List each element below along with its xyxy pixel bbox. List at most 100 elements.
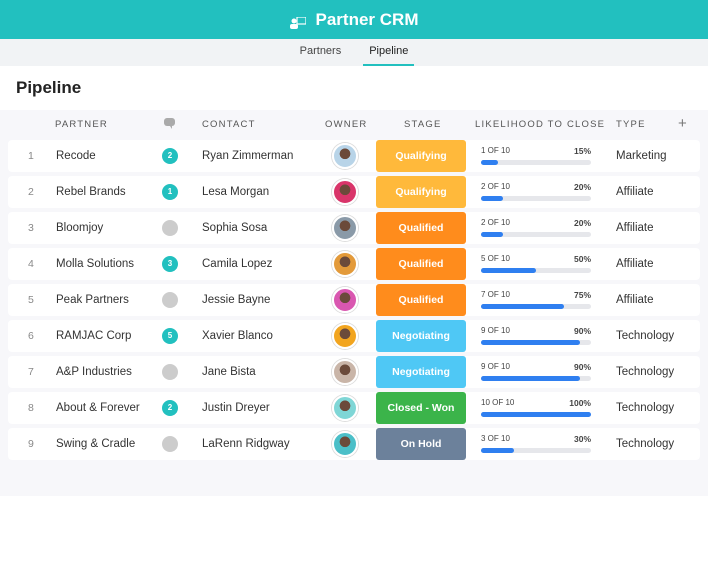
partner-type[interactable]: Technology (616, 438, 675, 450)
stage-badge[interactable]: Closed - Won (376, 392, 466, 424)
comment-count-icon[interactable] (162, 364, 178, 380)
comment-count-icon[interactable] (162, 436, 178, 452)
likelihood: 9 OF 10 90% (481, 362, 591, 381)
table-row[interactable]: 7 A&P Industries Jane Bista Negotiating … (8, 356, 700, 388)
partner-crm-icon (289, 14, 307, 29)
likelihood-score: 2 OF 10 (481, 218, 510, 227)
owner-avatar[interactable] (332, 287, 358, 313)
col-contact[interactable]: CONTACT (202, 119, 256, 130)
partner-name[interactable]: Bloomjoy (56, 222, 104, 234)
likelihood-percent: 75% (573, 290, 591, 300)
partner-type[interactable]: Affiliate (616, 222, 654, 234)
owner-avatar[interactable] (332, 395, 358, 421)
likelihood-bar-fill (481, 196, 503, 201)
comment-count-icon[interactable]: 5 (162, 328, 178, 344)
likelihood-bar-fill (481, 340, 580, 345)
contact-name[interactable]: LaRenn Ridgway (202, 438, 290, 450)
owner-avatar[interactable] (332, 359, 358, 385)
table-row[interactable]: 3 Bloomjoy Sophia Sosa Qualified 2 OF 10… (8, 212, 700, 244)
comment-count-icon[interactable]: 1 (162, 184, 178, 200)
pipeline-table: PARTNER CONTACT OWNER STAGE LIKELIHOOD T… (0, 110, 708, 496)
contact-name[interactable]: Lesa Morgan (202, 186, 270, 198)
likelihood-bar (481, 196, 591, 201)
comment-count-icon[interactable]: 3 (162, 256, 178, 272)
likelihood-bar (481, 232, 591, 237)
owner-avatar[interactable] (332, 215, 358, 241)
table-row[interactable]: 8 About & Forever 2 Justin Dreyer Closed… (8, 392, 700, 424)
owner-avatar[interactable] (332, 431, 358, 457)
partner-type[interactable]: Affiliate (616, 186, 654, 198)
partner-name[interactable]: RAMJAC Corp (56, 330, 132, 342)
col-stage[interactable]: STAGE (404, 119, 442, 130)
owner-avatar[interactable] (332, 143, 358, 169)
likelihood-score: 2 OF 10 (481, 182, 510, 191)
comment-count-icon[interactable]: 2 (162, 148, 178, 164)
likelihood-bar (481, 448, 591, 453)
partner-name[interactable]: About & Forever (56, 402, 140, 414)
contact-name[interactable]: Sophia Sosa (202, 222, 268, 234)
tab-pipeline[interactable]: Pipeline (355, 39, 422, 66)
stage-badge[interactable]: Qualified (376, 212, 466, 244)
row-number: 9 (28, 438, 34, 450)
contact-name[interactable]: Xavier Blanco (202, 330, 273, 342)
likelihood-bar (481, 160, 591, 165)
partner-name[interactable]: Peak Partners (56, 294, 129, 306)
likelihood: 2 OF 10 20% (481, 218, 591, 237)
nav-tabs: Partners Pipeline (0, 39, 708, 66)
table-row[interactable]: 5 Peak Partners Jessie Bayne Qualified 7… (8, 284, 700, 316)
comment-count-icon[interactable]: 2 (162, 400, 178, 416)
col-likelihood[interactable]: LIKELIHOOD TO CLOSE (475, 119, 606, 130)
partner-name[interactable]: Swing & Cradle (56, 438, 136, 450)
table-row[interactable]: 1 Recode 2 Ryan Zimmerman Qualifying 1 O… (8, 140, 700, 172)
comment-icon (164, 118, 175, 132)
table-header: PARTNER CONTACT OWNER STAGE LIKELIHOOD T… (0, 110, 708, 138)
likelihood: 7 OF 10 75% (481, 290, 591, 309)
stage-badge[interactable]: Negotiating (376, 356, 466, 388)
contact-name[interactable]: Justin Dreyer (202, 402, 270, 414)
owner-avatar[interactable] (332, 251, 358, 277)
comment-count-icon[interactable] (162, 292, 178, 308)
likelihood-score: 7 OF 10 (481, 290, 510, 299)
likelihood-bar (481, 340, 591, 345)
add-column-button[interactable]: + (678, 115, 688, 132)
partner-type[interactable]: Technology (616, 330, 675, 342)
partner-type[interactable]: Affiliate (616, 294, 654, 306)
partner-name[interactable]: A&P Industries (56, 366, 132, 378)
partner-type[interactable]: Affiliate (616, 258, 654, 270)
row-number: 3 (28, 222, 34, 234)
partner-type[interactable]: Technology (616, 366, 675, 378)
table-row[interactable]: 9 Swing & Cradle LaRenn Ridgway On Hold … (8, 428, 700, 460)
likelihood-bar (481, 412, 591, 417)
stage-badge[interactable]: On Hold (376, 428, 466, 460)
stage-badge[interactable]: Qualifying (376, 140, 466, 172)
contact-name[interactable]: Jessie Bayne (202, 294, 271, 306)
likelihood: 3 OF 10 30% (481, 434, 591, 453)
table-row[interactable]: 6 RAMJAC Corp 5 Xavier Blanco Negotiatin… (8, 320, 700, 352)
stage-badge[interactable]: Qualified (376, 248, 466, 280)
partner-name[interactable]: Recode (56, 150, 96, 162)
partner-name[interactable]: Molla Solutions (56, 258, 134, 270)
partner-type[interactable]: Technology (616, 402, 675, 414)
col-partner[interactable]: PARTNER (55, 119, 108, 130)
partner-name[interactable]: Rebel Brands (56, 186, 126, 198)
contact-name[interactable]: Jane Bista (202, 366, 256, 378)
owner-avatar[interactable] (332, 179, 358, 205)
partner-type[interactable]: Marketing (616, 150, 667, 162)
likelihood-score: 1 OF 10 (481, 146, 510, 155)
stage-badge[interactable]: Qualifying (376, 176, 466, 208)
likelihood-percent: 30% (573, 434, 591, 444)
stage-badge[interactable]: Negotiating (376, 320, 466, 352)
likelihood-bar-fill (481, 376, 580, 381)
likelihood-bar-fill (481, 412, 591, 417)
contact-name[interactable]: Camila Lopez (202, 258, 273, 270)
tab-partners[interactable]: Partners (299, 45, 342, 57)
likelihood-percent: 15% (573, 146, 591, 156)
comment-count-icon[interactable] (162, 220, 178, 236)
table-row[interactable]: 4 Molla Solutions 3 Camila Lopez Qualifi… (8, 248, 700, 280)
stage-badge[interactable]: Qualified (376, 284, 466, 316)
col-type[interactable]: TYPE (616, 119, 646, 130)
col-owner[interactable]: OWNER (325, 119, 368, 130)
table-row[interactable]: 2 Rebel Brands 1 Lesa Morgan Qualifying … (8, 176, 700, 208)
owner-avatar[interactable] (332, 323, 358, 349)
contact-name[interactable]: Ryan Zimmerman (202, 150, 294, 162)
